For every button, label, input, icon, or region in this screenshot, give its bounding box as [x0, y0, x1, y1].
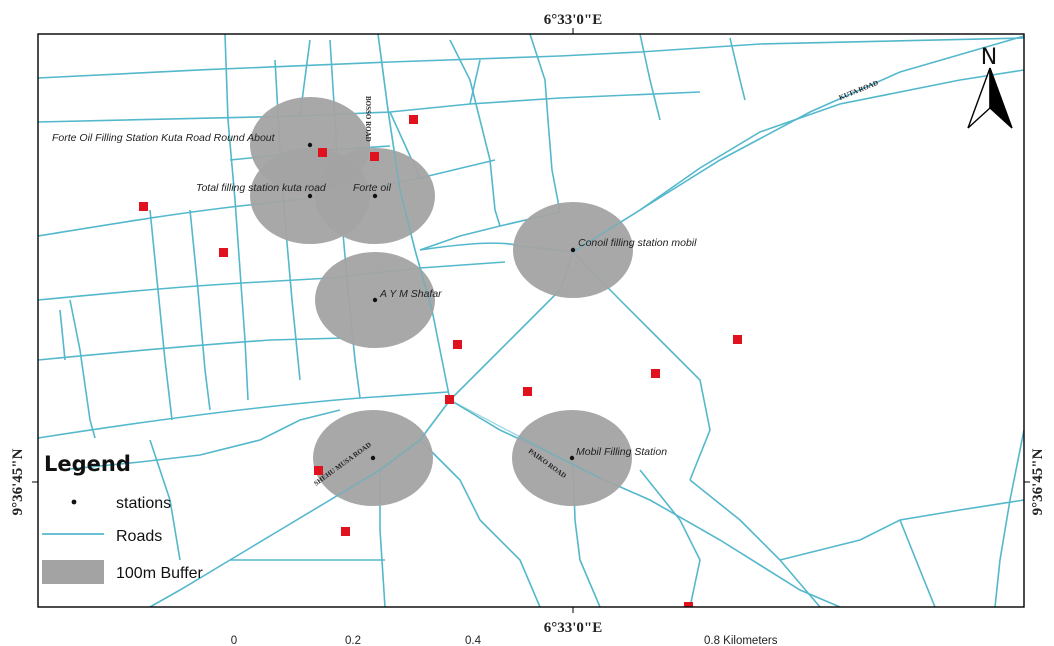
- station-dot: [570, 247, 576, 253]
- coordinate-label-bottom: 6°33'0"E: [544, 620, 603, 636]
- road-segment: [259, 409, 341, 441]
- station-dot: [569, 455, 575, 461]
- legend-symbol-buffer: [42, 560, 104, 584]
- legend-symbol-stations: [71, 499, 77, 505]
- road-segment: [69, 299, 96, 439]
- map-content: Forte Oil Filling Station Kuta Road Roun…: [38, 34, 1024, 607]
- red-marker: [733, 335, 742, 344]
- road-segment: [329, 399, 451, 501]
- road-segment: [729, 37, 746, 101]
- red-marker: [341, 527, 350, 536]
- map-frame-border: [37, 33, 1025, 608]
- road-segment: [38, 261, 506, 301]
- road-segment: [38, 391, 449, 439]
- road-segment: [59, 309, 66, 361]
- red-marker: [219, 248, 228, 257]
- red-marker: [314, 466, 323, 475]
- scale-label-0-8-kilometers: 0.8 Kilometers: [704, 635, 778, 646]
- legend-label-buffer: 100m Buffer: [116, 565, 204, 582]
- station-label-forte-oil: Forte oil: [353, 182, 392, 194]
- road-segment: [449, 39, 501, 227]
- coordinate-label-right: 9°36'45"N: [1030, 448, 1046, 515]
- road-segment: [572, 209, 641, 253]
- road-segment: [59, 439, 261, 471]
- road-segment: [779, 539, 861, 561]
- scale-label-0-4: 0.4: [465, 635, 482, 646]
- road-overlay: [329, 34, 641, 501]
- road-segment: [859, 499, 1024, 541]
- legend: Legend stations Roads 100m Buffer: [42, 452, 204, 584]
- north-arrow-icon: [967, 67, 1013, 129]
- coordinate-label-left: 9°36'45"N: [10, 448, 26, 515]
- road-segment: [224, 34, 249, 401]
- station-dot: [372, 297, 378, 303]
- road-label-bosso: BOSSO ROAD: [364, 96, 372, 142]
- station-label-forte-oil-kuta-round-about: Forte Oil Filling Station Kuta Road Roun…: [52, 132, 276, 144]
- road-segment: [572, 251, 711, 481]
- legend-label-stations: stations: [116, 495, 171, 512]
- road-segment: [38, 159, 496, 237]
- legend-title: Legend: [44, 452, 131, 476]
- map-frame-background: [38, 34, 1024, 607]
- scale-label-0: 0: [231, 635, 237, 646]
- red-marker: [409, 115, 418, 124]
- red-marker: [453, 340, 462, 349]
- road-segment: [639, 69, 1024, 211]
- red-marker: [139, 202, 148, 211]
- station-dot: [370, 455, 376, 461]
- red-marker: [684, 602, 693, 607]
- station-dot: [372, 193, 378, 199]
- road-segment: [994, 429, 1024, 607]
- road-segment: [639, 469, 701, 607]
- coordinate-label-top: 6°33'0"E: [544, 12, 603, 28]
- legend-label-roads: Roads: [116, 528, 162, 545]
- road-segment: [38, 37, 1024, 79]
- road-segment: [189, 209, 211, 411]
- road-segment: [377, 34, 433, 311]
- road-segment: [419, 439, 481, 521]
- road-segment: [639, 34, 661, 121]
- road-segment: [689, 479, 821, 607]
- station-label-aym-shafar: A Y M Shafar: [379, 288, 442, 300]
- road-segment: [479, 519, 541, 607]
- red-marker: [318, 148, 327, 157]
- road-segment: [529, 34, 561, 213]
- road-segment: [38, 337, 346, 361]
- station-dot: [307, 193, 313, 199]
- road-segment: [449, 399, 841, 607]
- scale-label-0-2: 0.2: [345, 635, 361, 646]
- station-dot: [307, 142, 313, 148]
- station-label-total-kuta-road: Total filling station kuta road: [196, 182, 327, 194]
- red-marker-layer: [139, 115, 742, 607]
- red-marker: [651, 369, 660, 378]
- red-marker: [370, 152, 379, 161]
- station-label-mobil: Mobil Filling Station: [576, 446, 667, 458]
- north-arrow-label: N: [981, 45, 997, 70]
- scale-bar: 0 0.2 0.4 0.8 Kilometers: [231, 635, 778, 646]
- road-segment: [149, 439, 181, 561]
- road-segment: [469, 59, 481, 105]
- red-marker: [523, 387, 532, 396]
- road-segment: [149, 209, 173, 421]
- station-dot-layer: [307, 142, 576, 461]
- road-segment: [899, 519, 936, 607]
- red-marker: [445, 395, 454, 404]
- north-arrow: N: [967, 45, 1013, 129]
- road-segment: [449, 399, 601, 479]
- station-label-conoil: Conoil filling station mobil: [578, 237, 697, 249]
